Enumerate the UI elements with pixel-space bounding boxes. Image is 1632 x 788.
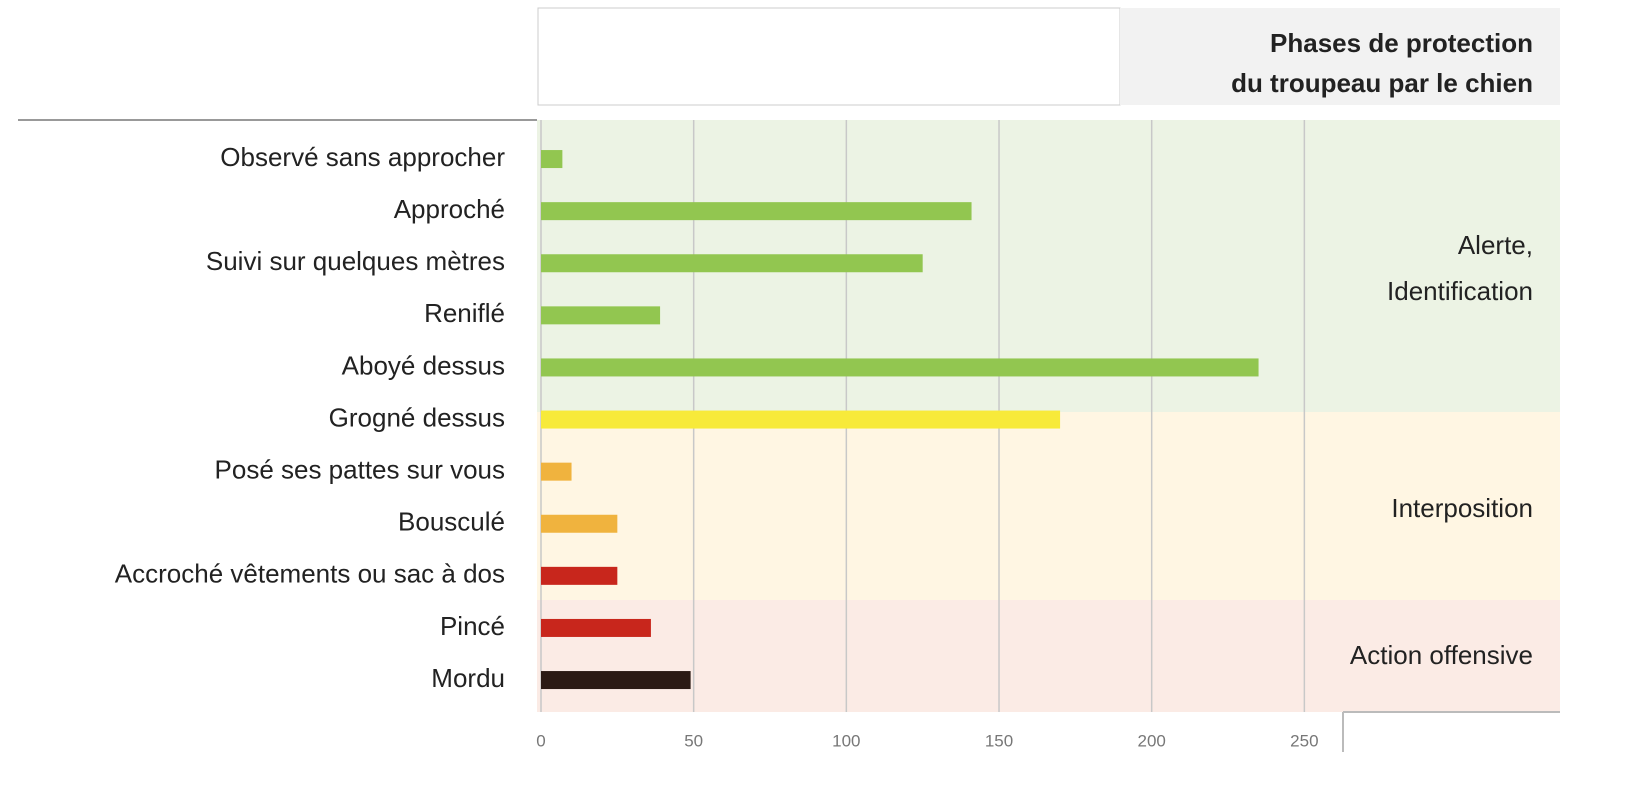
x-tick-label: 200 xyxy=(1137,731,1165,750)
x-tick-label: 250 xyxy=(1290,731,1318,750)
header-line: Phases de protection xyxy=(1270,28,1533,58)
y-tick-label: Accroché vêtements ou sac à dos xyxy=(115,559,505,589)
y-tick-label: Grogné dessus xyxy=(329,402,505,432)
phase-label: Interposition xyxy=(1391,493,1533,523)
bar xyxy=(541,410,1061,429)
bar xyxy=(541,566,618,585)
x-tick-label: 100 xyxy=(832,731,860,750)
bar xyxy=(541,306,661,325)
phase-band xyxy=(537,412,1560,600)
phase-label: Identification xyxy=(1387,276,1533,306)
y-tick-label: Posé ses pattes sur vous xyxy=(215,455,505,485)
y-tick-label: Reniflé xyxy=(424,298,505,328)
y-tick-label: Mordu xyxy=(431,663,505,693)
bar xyxy=(541,150,563,169)
bar xyxy=(541,618,651,637)
y-tick-label: Observé sans approcher xyxy=(220,142,505,172)
phase-label: Action offensive xyxy=(1350,640,1533,670)
bar xyxy=(541,514,618,533)
bar xyxy=(541,202,972,221)
header-line: du troupeau par le chien xyxy=(1231,68,1533,98)
header-blank xyxy=(537,7,1121,106)
phase-band xyxy=(537,600,1560,712)
x-tick-label: 150 xyxy=(985,731,1013,750)
y-tick-label: Bousculé xyxy=(398,507,505,537)
x-tick-label: 50 xyxy=(684,731,703,750)
y-tick-label: Pincé xyxy=(440,611,505,641)
x-tick-label: 0 xyxy=(536,731,545,750)
bar xyxy=(541,254,923,273)
y-tick-label: Approché xyxy=(394,194,505,224)
bar xyxy=(541,671,691,690)
header-panel xyxy=(1120,8,1560,105)
phase-label: Alerte, xyxy=(1458,230,1533,260)
bar xyxy=(541,462,572,481)
bar xyxy=(541,358,1259,377)
y-tick-label: Suivi sur quelques mètres xyxy=(206,246,505,276)
y-tick-label: Aboyé dessus xyxy=(342,350,505,380)
